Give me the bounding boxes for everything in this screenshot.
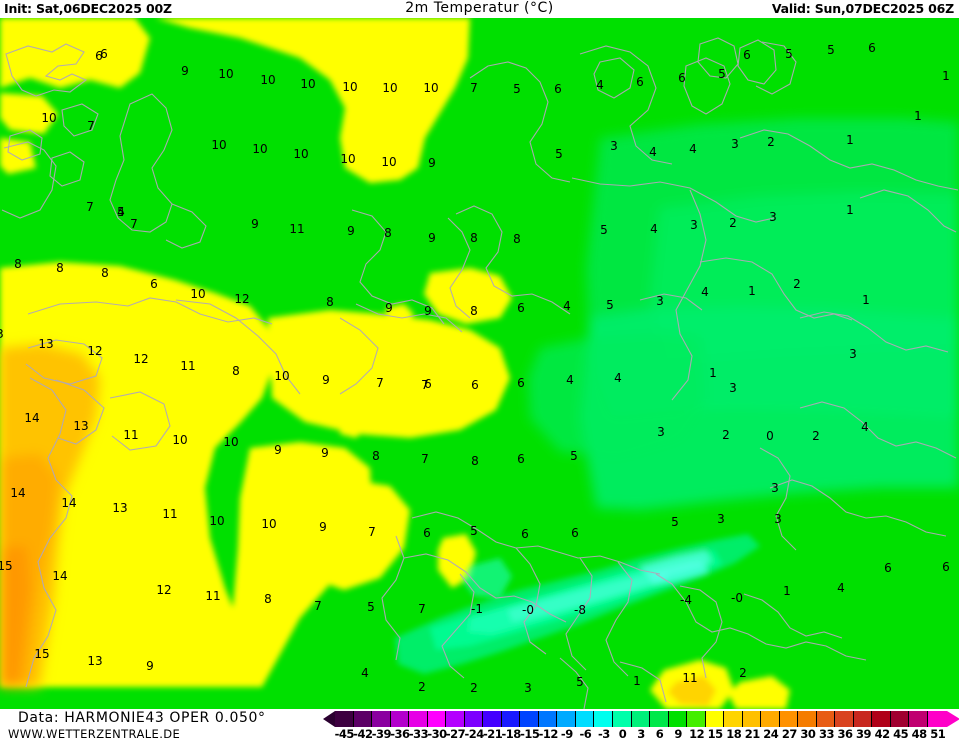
scale-tick: -6 (579, 727, 592, 741)
scale-swatch (390, 711, 410, 727)
scale-swatch (687, 711, 706, 727)
scale-tick: 48 (911, 727, 928, 741)
scale-swatch (372, 711, 391, 727)
scale-tick: 36 (837, 727, 853, 741)
scale-swatch (594, 711, 613, 727)
website-label: WWW.WETTERZENTRALE.DE (8, 727, 181, 741)
scale-tick: 45 (893, 727, 909, 741)
scale-tick: -18 (501, 727, 522, 741)
scale-tick: 3 (637, 727, 645, 741)
scale-swatch (705, 711, 725, 727)
scale-tick: -9 (560, 727, 573, 741)
scale-swatch (353, 711, 373, 727)
scale-tick: 27 (781, 727, 798, 741)
scale-swatch (501, 711, 521, 727)
scale-swatch (835, 711, 854, 727)
map-footer: Data: HARMONIE43 OPER 0.050° WWW.WETTERZ… (0, 709, 959, 741)
scale-swatch (335, 711, 354, 727)
scale-tick: 9 (674, 727, 682, 741)
scale-tick: -12 (538, 727, 559, 741)
temperature-map[interactable]: 6 6 10 7 9 10 10 10 10 10 10 7 5 6 4 6 6 5 6 5 5 6 1 1 10 10 10 10 1… (0, 18, 959, 709)
scale-swatch (612, 711, 632, 727)
page-title: 2m Temperatur (°C) (405, 0, 554, 16)
scale-tick: 24 (763, 727, 779, 741)
scale-tick: 0 (618, 727, 627, 741)
scale-tick: 6 (655, 727, 664, 741)
data-source-label: Data: HARMONIE43 OPER 0.050° (18, 710, 266, 726)
scale-swatch (928, 711, 947, 727)
scale-tick: 12 (689, 727, 705, 741)
scale-swatch (464, 711, 484, 727)
scale-low-cap-icon (323, 711, 335, 727)
scale-tick: -24 (464, 727, 484, 741)
scale-swatch (724, 711, 743, 727)
scale-swatch (631, 711, 651, 727)
scale-tick: 51 (930, 727, 946, 741)
map-header: Init: Sat,06DEC2025 00Z 2m Temperatur (°… (0, 0, 959, 18)
scale-tick: -42 (353, 727, 373, 741)
scale-swatch (650, 711, 669, 727)
scale-swatch (557, 711, 576, 727)
scale-swatch (779, 711, 799, 727)
scale-swatch (520, 711, 539, 727)
scale-tick: -33 (408, 727, 429, 741)
scale-swatch (668, 711, 688, 727)
scale-swatch (409, 711, 428, 727)
scale-swatch (909, 711, 928, 727)
scale-swatch (798, 711, 817, 727)
scale-high-cap-icon (947, 711, 959, 727)
scale-tick: -30 (427, 727, 447, 741)
scale-tick: 30 (800, 727, 816, 741)
scale-swatches (335, 711, 947, 727)
scale-tick: 15 (707, 727, 724, 741)
scale-tick: -45 (334, 727, 355, 741)
scale-tick: -27 (445, 727, 466, 741)
scale-swatch (761, 711, 780, 727)
scale-swatch (427, 711, 447, 727)
scale-tick: 42 (874, 727, 891, 741)
valid-time-label: Valid: Sun,07DEC2025 06Z (771, 1, 954, 16)
scale-swatch (872, 711, 891, 727)
scale-swatch (483, 711, 502, 727)
scale-tick: -3 (598, 727, 610, 741)
scale-swatch (816, 711, 836, 727)
scale-swatch (890, 711, 910, 727)
scale-tick: 18 (726, 727, 742, 741)
scale-tick: -36 (390, 727, 410, 741)
scale-tick: 21 (744, 727, 761, 741)
scale-swatch (446, 711, 465, 727)
coastline-and-borders (1, 37, 959, 709)
scale-tick: -21 (482, 727, 503, 741)
scale-tick: -39 (371, 727, 392, 741)
scale-tick: -15 (520, 727, 540, 741)
scale-tick: 33 (818, 727, 835, 741)
scale-swatch (742, 711, 762, 727)
scale-swatch (853, 711, 873, 727)
temperature-field (0, 18, 959, 709)
color-scale-legend: -45 -42 -39 -36 -33 -30 -27 -24 -21 -18 -15 -12 -9 -6… (323, 711, 959, 741)
scale-swatch (575, 711, 595, 727)
scale-tick: 39 (856, 727, 872, 741)
scale-swatch (538, 711, 558, 727)
init-time-label: Init: Sat,06DEC2025 00Z (4, 1, 172, 16)
